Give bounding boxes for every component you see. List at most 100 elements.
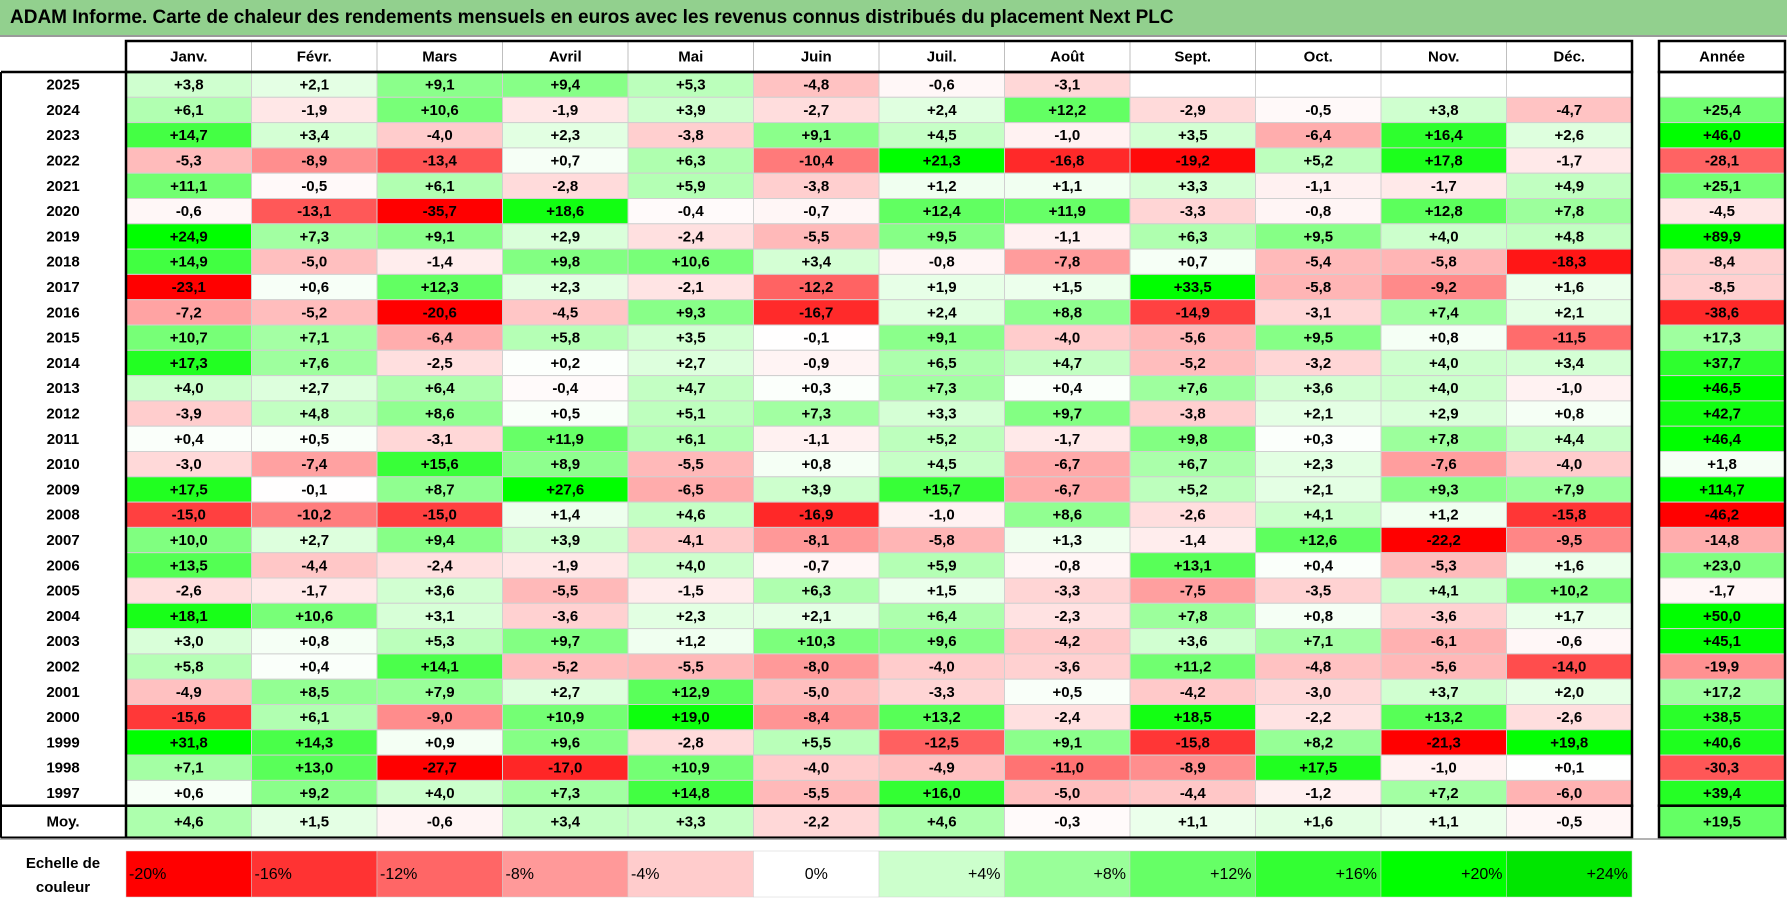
year-label: 2004: [46, 608, 80, 625]
cell-value: +2,1: [299, 77, 329, 94]
heatmap-cell: [1004, 704, 1131, 731]
annual-cell: [1658, 526, 1786, 554]
average-cell: [627, 805, 754, 839]
cell-value: -13,4: [423, 153, 458, 170]
cell-value: +7,3: [927, 380, 957, 397]
heatmap-cell: [627, 71, 754, 98]
cell-value: -0,5: [1305, 102, 1331, 119]
cell-value: +4,7: [1052, 355, 1082, 372]
average-cell: [753, 805, 880, 839]
cell-value: -4,0: [427, 127, 453, 144]
heatmap-cell: [627, 628, 754, 655]
heatmap-cell: [1129, 552, 1256, 579]
year-label: 2011: [47, 431, 80, 448]
annual-value: +38,5: [1703, 709, 1741, 726]
cell-value: +10,9: [672, 760, 710, 777]
cell-value: +15,6: [421, 456, 459, 473]
cell-value: +7,8: [1554, 203, 1584, 220]
cell-value: -15,6: [172, 709, 206, 726]
cell-value: -15,0: [172, 507, 206, 524]
heatmap-cell: [502, 451, 629, 478]
year-label: 2015: [46, 330, 79, 347]
cell-value: +6,3: [1178, 228, 1208, 245]
heatmap-cell: [627, 147, 754, 174]
cell-value: +3,5: [676, 330, 706, 347]
cell-value: +3,6: [425, 583, 455, 600]
cell-value: +17,8: [1425, 153, 1463, 170]
cell-value: -2,5: [427, 355, 453, 372]
heatmap-cell: [1129, 678, 1256, 706]
cell-value: -3,3: [929, 684, 955, 701]
heatmap-cell: [125, 754, 252, 781]
cell-value: +6,4: [927, 608, 957, 625]
cell-value: +9,1: [927, 330, 957, 347]
heatmap-cell: [627, 451, 754, 478]
heatmap-cell: [1506, 729, 1633, 756]
heatmap-cell: [1129, 451, 1256, 478]
cell-value: -21,3: [1427, 734, 1461, 751]
month-header-1: Janv.: [170, 48, 207, 65]
heatmap-cell: [251, 779, 378, 807]
heatmap-cell: [376, 577, 503, 604]
cell-value: -5,5: [552, 583, 578, 600]
cell-value: -3,6: [1431, 608, 1457, 625]
year-label: 2006: [46, 557, 79, 574]
cell-value: +9,1: [425, 77, 455, 94]
heatmap-cell: [878, 704, 1005, 731]
cell-value: -23,1: [172, 279, 206, 296]
cell-value: -15,8: [1176, 734, 1210, 751]
cell-value: -0,4: [678, 203, 705, 220]
heatmap-cell: [1380, 451, 1507, 478]
cell-value: -2,3: [1054, 608, 1080, 625]
cell-value: -35,7: [423, 203, 457, 220]
cell-value: -7,2: [176, 304, 202, 321]
annual-value: +25,1: [1703, 178, 1741, 195]
cell-value: +6,3: [801, 583, 831, 600]
heatmap-cell: [878, 779, 1005, 807]
cell-value: -4,9: [176, 684, 202, 701]
cell-value: +2,7: [299, 380, 329, 397]
heatmap-cell: [125, 552, 252, 579]
heatmap-cell: [376, 704, 503, 731]
cell-value: +1,2: [1429, 507, 1459, 524]
cell-value: -8,9: [1180, 760, 1206, 777]
cell-value: +7,3: [550, 785, 580, 802]
heatmap-cell: [1506, 678, 1633, 706]
cell-value: -1,0: [929, 507, 955, 524]
cell-value: -1,9: [552, 102, 578, 119]
month-header-7: Juil.: [927, 48, 957, 65]
cell-value: -8,4: [803, 709, 830, 726]
cell-value: -2,2: [1305, 709, 1331, 726]
cell-value: -14,0: [1552, 659, 1586, 676]
cell-value: +8,8: [1052, 304, 1082, 321]
heatmap-cell: [1506, 324, 1633, 351]
annual-cell: [1658, 375, 1786, 402]
heatmap-cell: [753, 729, 880, 756]
annual-value: +45,1: [1703, 633, 1741, 650]
average-label: Moy.: [46, 814, 79, 831]
cell-value: +4,5: [927, 456, 957, 473]
heatmap-cell: [753, 577, 880, 604]
average-value: +1,6: [1303, 814, 1333, 831]
cell-value: +7,2: [1429, 785, 1459, 802]
cell-value: -4,0: [803, 760, 829, 777]
annual-value: +23,0: [1703, 557, 1741, 574]
annual-cell: [1658, 628, 1786, 655]
heatmap-cell: [753, 349, 880, 377]
heatmap-cell: [125, 273, 252, 301]
annual-value: -19,9: [1705, 659, 1739, 676]
average-cell: [376, 805, 503, 839]
scale-swatch: [1506, 850, 1633, 898]
cell-value: +16,4: [1425, 127, 1464, 144]
cell-value: -4,0: [929, 659, 955, 676]
scale-label: -20%: [129, 866, 166, 883]
cell-value: +18,5: [1174, 709, 1212, 726]
scale-swatch: [125, 850, 252, 898]
annual-cell: [1658, 172, 1786, 199]
cell-value: +7,3: [801, 406, 831, 423]
cell-value: +14,3: [295, 734, 333, 751]
heatmap-cell: [376, 375, 503, 402]
cell-value: +7,3: [299, 228, 329, 245]
heatmap-cell: [627, 653, 754, 680]
cell-value: +4,1: [1429, 583, 1459, 600]
